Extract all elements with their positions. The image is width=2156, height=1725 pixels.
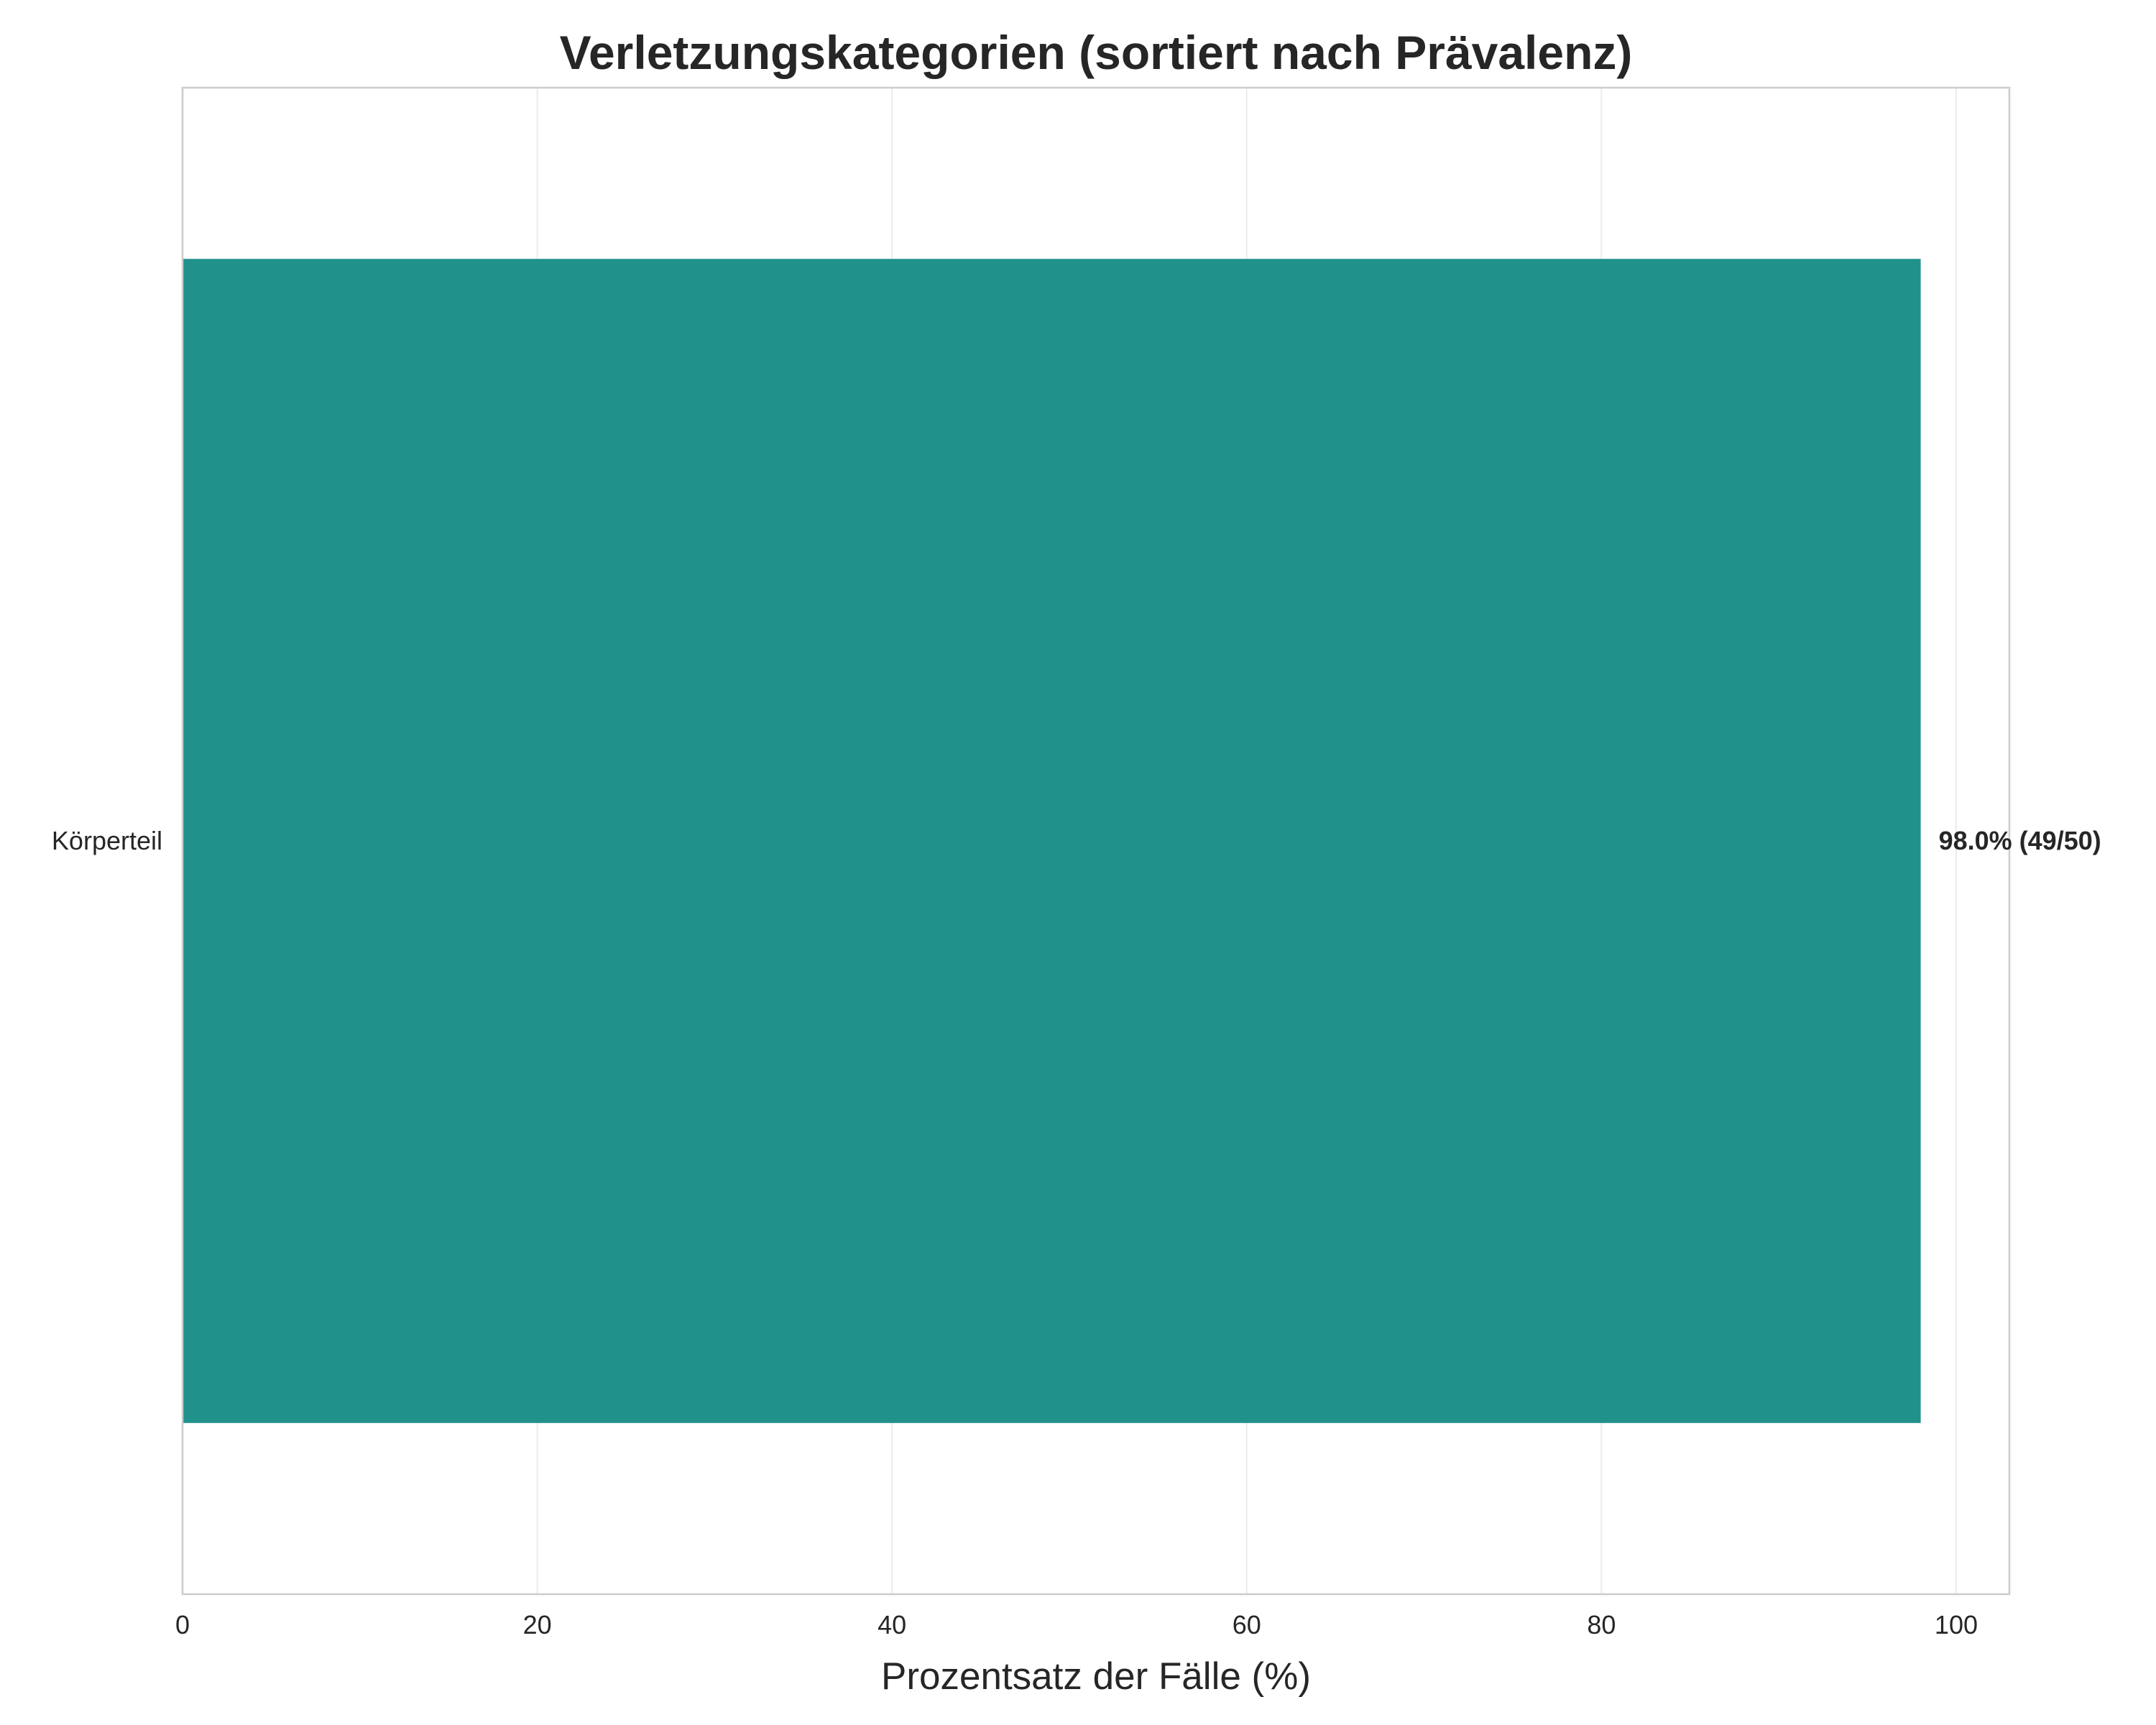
plot-frame [181,86,2011,1596]
x-axis-ticks: 0 20 40 60 80 100 [175,1610,1978,1639]
x-tick-label: 0 [175,1610,190,1639]
data-labels: 98.0% (49/50) [1939,826,2101,855]
x-tick-label: 40 [877,1610,906,1639]
bars [183,259,1921,1423]
bar [183,259,1921,1423]
x-axis-label: Prozentsatz der Fälle (%) [881,1655,1311,1698]
x-tick-label: 100 [1935,1610,1978,1639]
x-tick-label: 20 [523,1610,552,1639]
x-tick-label: 80 [1587,1610,1616,1639]
y-tick-label: Körperteil [52,826,162,855]
y-axis-categories: Körperteil [52,826,162,855]
data-label: 98.0% (49/50) [1939,826,2101,855]
chart-title: Verletzungskategorien (sortiert nach Prä… [560,26,1633,79]
x-tick-label: 60 [1233,1610,1261,1639]
